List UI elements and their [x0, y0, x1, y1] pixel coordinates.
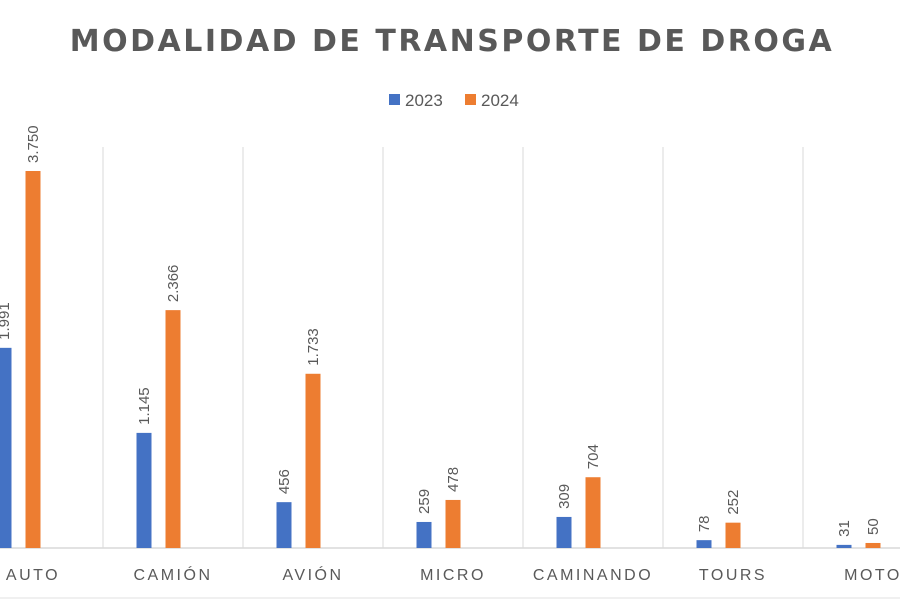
legend-swatch-2024 — [465, 94, 476, 105]
bar-2023-auto — [0, 347, 12, 548]
data-label-2023: 78 — [696, 515, 713, 532]
category-label: CAMIÓN — [134, 565, 213, 584]
bar-2024-tours — [725, 522, 741, 548]
data-label-2023: 1.991 — [0, 302, 13, 340]
data-label-2023: 259 — [416, 489, 433, 514]
bar-2023-camión — [136, 432, 152, 548]
legend: 2023 2024 — [389, 91, 519, 110]
category-label: MICRO — [420, 567, 486, 584]
category-label: AVIÓN — [282, 565, 343, 584]
bar-2024-micro — [445, 499, 461, 548]
data-label-2024: 50 — [865, 518, 882, 535]
data-label-2023: 456 — [276, 469, 293, 494]
bar-2023-micro — [416, 521, 432, 548]
bar-2024-moto — [865, 542, 881, 548]
chart-title: MODALIDAD DE TRANSPORTE DE DROGA — [70, 24, 834, 59]
legend-label-2023: 2023 — [405, 91, 443, 110]
bar-2024-auto — [25, 171, 41, 548]
bar-2023-caminando — [556, 516, 572, 548]
category-label: CAMINANDO — [533, 567, 653, 584]
category-label: AUTO — [6, 567, 60, 584]
data-label-2024: 1.733 — [305, 328, 322, 366]
data-label-2024: 252 — [725, 490, 742, 515]
data-label-2024: 704 — [585, 444, 602, 469]
data-label-2023: 31 — [836, 520, 853, 537]
legend-label-2024: 2024 — [481, 91, 519, 110]
data-label-2024: 3.750 — [25, 125, 42, 163]
data-label-2024: 2.366 — [165, 265, 182, 303]
bar-2023-tours — [696, 540, 712, 548]
bar-2024-avión — [305, 373, 321, 548]
data-label-2024: 478 — [445, 467, 462, 492]
bar-2023-avión — [276, 502, 292, 548]
bar-2024-caminando — [585, 477, 601, 548]
category-label: MOTO — [844, 567, 900, 584]
legend-swatch-2023 — [389, 94, 400, 105]
data-label-2023: 1.145 — [136, 387, 153, 425]
bar-2024-camión — [165, 310, 181, 548]
category-label: TOURS — [699, 567, 767, 584]
data-label-2023: 309 — [556, 484, 573, 509]
bar-2023-moto — [836, 544, 852, 548]
